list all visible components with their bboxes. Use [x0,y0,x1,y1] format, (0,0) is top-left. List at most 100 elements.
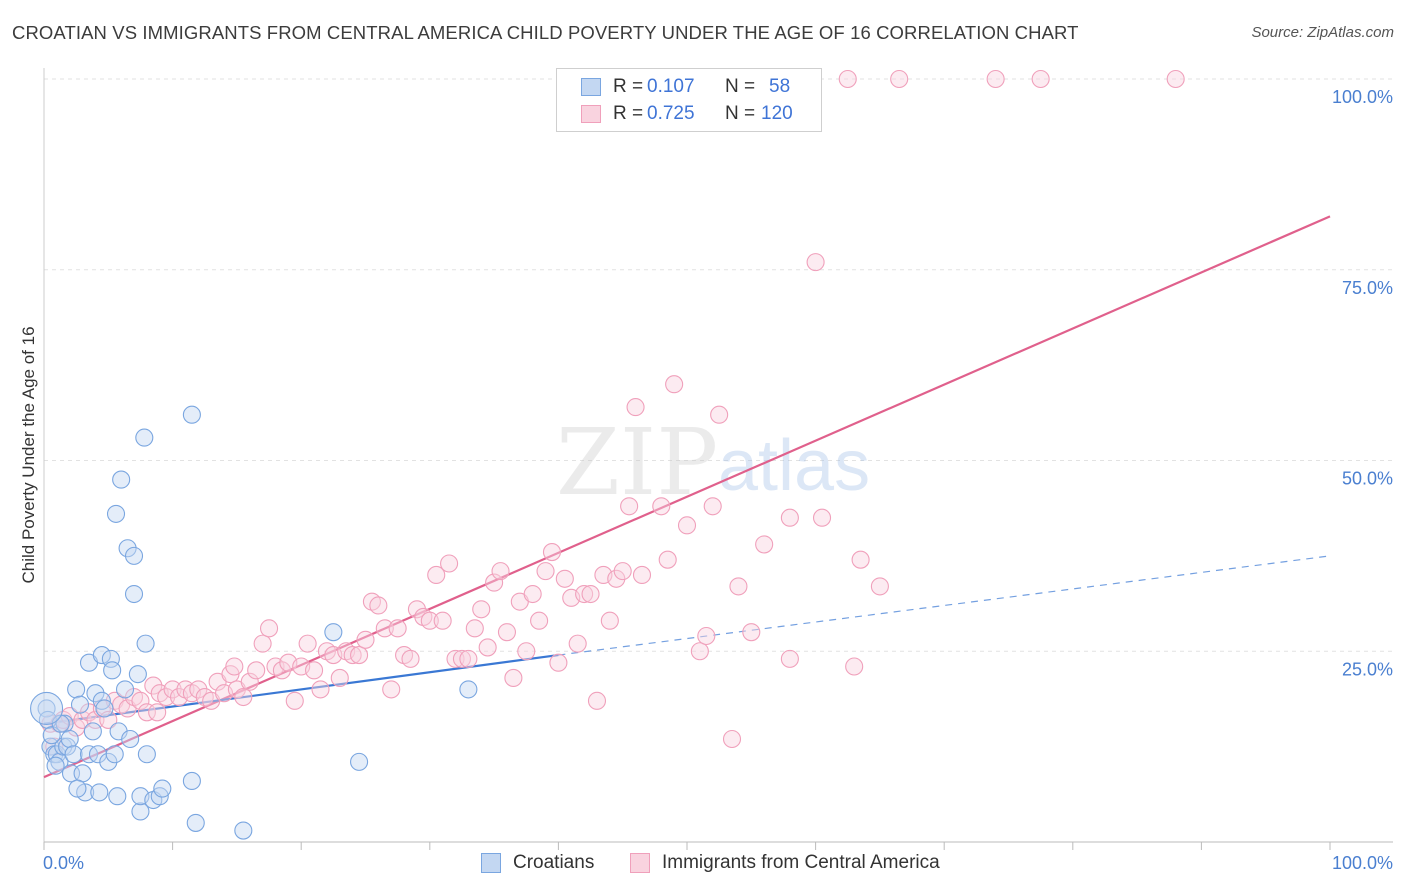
croatians-point [186,813,205,832]
legend-r-label: R = [613,76,644,97]
x-tick-label-max: 100.0% [1332,853,1393,873]
immigrants-point [890,69,909,89]
immigrants-point [311,680,330,699]
immigrants-point [1166,69,1185,89]
immigrants-point [581,584,600,604]
immigrants-point [658,550,677,569]
y-tick-label: 25.0% [1342,659,1393,679]
immigrants-point [632,565,652,585]
immigrants-point [407,600,426,619]
legend-n-label: N = [725,103,756,124]
immigrants-point [542,543,562,562]
immigrants-point [613,562,632,581]
legend-item-immigrants[interactable]: Immigrants from Central America [630,852,940,874]
immigrants-point [549,653,568,672]
immigrants-point [677,516,697,535]
croatians-point [64,745,83,764]
croatians-point [83,722,102,741]
legend-item-croatians[interactable]: Croatians [481,852,594,874]
legend-swatch-pink [581,105,601,123]
legend-r-value: 0.107 [647,76,695,97]
immigrants-point [427,565,446,585]
immigrants-point [780,508,799,527]
immigrants-point [600,611,619,630]
immigrants-point [285,691,304,710]
y-tick-label: 50.0% [1342,469,1393,489]
watermark-atlas: atlas [718,426,870,506]
immigrants-point [375,619,394,638]
croatians-point [54,737,73,756]
legend-n-value: 58 [769,76,791,97]
croatians-point [131,802,150,821]
croatians-point [137,745,156,764]
croatians-point [153,779,172,798]
x-tick-label-min: 0.0% [43,853,84,873]
immigrants-point [433,611,452,630]
immigrants-point [851,550,870,569]
immigrants-point [729,577,748,596]
immigrants-point [722,729,742,749]
immigrants-point [247,661,266,680]
watermark: ZIP atlas [556,409,870,516]
immigrants-point [1031,69,1050,89]
croatians-point [234,821,253,840]
immigrants-point [478,638,497,657]
immigrants-point [620,497,639,516]
croatians-point [118,539,137,558]
croatians-point [46,756,65,775]
immigrants-point [555,569,574,588]
immigrants-point [523,584,542,604]
immigrants-point [259,619,279,638]
chart-title: CROATIAN VS IMMIGRANTS FROM CENTRAL AMER… [12,22,1079,43]
immigrants-point [697,626,716,646]
immigrants-point [568,634,587,653]
croatians-point [92,646,111,665]
croatians-point [103,661,122,680]
immigrants-point [755,535,774,554]
immigrants-point [401,649,420,668]
immigrants-point [144,676,163,695]
legend-row-croatians: R = 0.107 N = 58 [581,74,790,100]
immigrants-point [73,710,92,729]
croatians-point [115,680,135,699]
immigrants-point [665,375,684,394]
immigrants-point [343,646,362,665]
croatians-point [106,504,126,523]
immigrants-point [575,584,594,604]
croatians-points [30,405,478,840]
y-axis-label: Child Poverty Under the Age of 16 [19,326,38,583]
croatians-point [112,470,131,489]
immigrants-point [465,619,484,638]
legend-row-immigrants: R = 0.725 N = 120 [581,101,793,127]
immigrants-point [806,253,825,272]
croatians-label: Croatians [513,852,595,873]
legend-r-label: R = [613,103,644,124]
croatians-point [350,752,369,771]
croatians-point [90,783,109,802]
source-credit: Source: ZipAtlas.com [1251,24,1394,41]
immigrants-point [845,657,864,676]
croatians-point [182,405,201,424]
immigrants-point [298,634,317,653]
gridlines [44,78,1393,652]
croatians-point [128,665,147,684]
immigrants-point [742,623,761,642]
immigrants-point [420,611,439,630]
immigrants-point [99,710,118,729]
croatians-trend-extension [558,555,1331,656]
legend-n-label: N = [725,76,756,97]
croatians-point [67,680,86,699]
croatians-point [459,680,478,699]
correlation-legend: R = 0.107 N = 58 R = 0.725 N = 120 [556,68,822,132]
immigrants-point [225,657,244,676]
immigrants-point [452,649,472,668]
croatians-point [124,546,144,565]
legend-swatch-blue [581,78,601,96]
y-tick-label: 75.0% [1342,278,1393,298]
immigrants-point [272,661,291,680]
croatians-point [121,729,140,749]
immigrants-point [356,630,375,649]
croatians-point-large [30,691,64,726]
immigrants-point [382,680,401,699]
